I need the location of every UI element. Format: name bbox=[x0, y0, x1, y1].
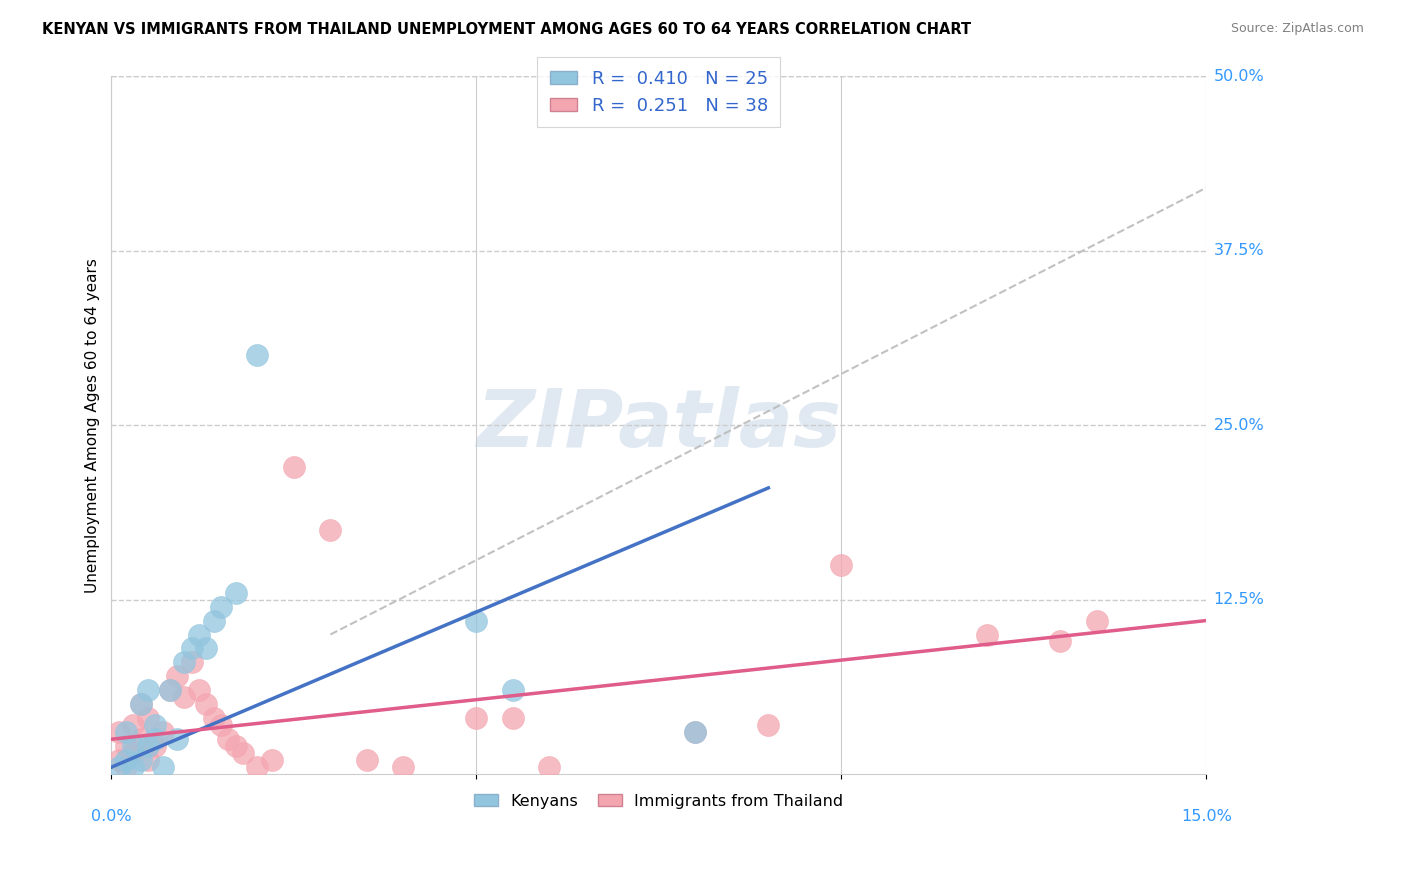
Point bbox=[115, 753, 138, 767]
Point bbox=[195, 641, 218, 656]
Point bbox=[173, 656, 195, 670]
Text: 37.5%: 37.5% bbox=[1213, 243, 1264, 258]
Point bbox=[502, 711, 524, 725]
Point bbox=[465, 711, 488, 725]
Point bbox=[136, 739, 159, 754]
Point bbox=[159, 683, 181, 698]
Point bbox=[136, 683, 159, 698]
Point bbox=[685, 725, 707, 739]
Point bbox=[166, 669, 188, 683]
Text: 50.0%: 50.0% bbox=[1213, 69, 1264, 84]
Point bbox=[976, 627, 998, 641]
Point bbox=[246, 348, 269, 362]
Point bbox=[232, 746, 254, 760]
Text: 0.0%: 0.0% bbox=[91, 809, 132, 824]
Point bbox=[122, 760, 145, 774]
Text: KENYAN VS IMMIGRANTS FROM THAILAND UNEMPLOYMENT AMONG AGES 60 TO 64 YEARS CORREL: KENYAN VS IMMIGRANTS FROM THAILAND UNEMP… bbox=[42, 22, 972, 37]
Point bbox=[538, 760, 561, 774]
Point bbox=[283, 460, 305, 475]
Point bbox=[356, 753, 378, 767]
Point bbox=[143, 739, 166, 754]
Text: 12.5%: 12.5% bbox=[1213, 592, 1264, 607]
Point bbox=[830, 558, 852, 572]
Point bbox=[159, 683, 181, 698]
Point bbox=[115, 739, 138, 754]
Point bbox=[136, 711, 159, 725]
Point bbox=[756, 718, 779, 732]
Point bbox=[122, 746, 145, 760]
Point bbox=[1085, 614, 1108, 628]
Point bbox=[319, 523, 342, 537]
Y-axis label: Unemployment Among Ages 60 to 64 years: Unemployment Among Ages 60 to 64 years bbox=[86, 258, 100, 592]
Point bbox=[202, 711, 225, 725]
Point bbox=[188, 627, 211, 641]
Point bbox=[209, 718, 232, 732]
Point bbox=[122, 718, 145, 732]
Point bbox=[129, 698, 152, 712]
Point bbox=[166, 732, 188, 747]
Point bbox=[152, 725, 174, 739]
Point bbox=[173, 690, 195, 705]
Text: ZIPatlas: ZIPatlas bbox=[477, 386, 841, 464]
Point bbox=[1049, 634, 1071, 648]
Point bbox=[129, 753, 152, 767]
Point bbox=[224, 739, 246, 754]
Point bbox=[465, 614, 488, 628]
Point bbox=[209, 599, 232, 614]
Point bbox=[107, 725, 129, 739]
Point bbox=[129, 698, 152, 712]
Point bbox=[143, 732, 166, 747]
Text: 25.0%: 25.0% bbox=[1213, 417, 1264, 433]
Text: 15.0%: 15.0% bbox=[1181, 809, 1232, 824]
Point bbox=[180, 656, 202, 670]
Point bbox=[224, 585, 246, 599]
Point bbox=[180, 641, 202, 656]
Point bbox=[107, 753, 129, 767]
Text: Source: ZipAtlas.com: Source: ZipAtlas.com bbox=[1230, 22, 1364, 36]
Point bbox=[122, 739, 145, 754]
Point bbox=[107, 760, 129, 774]
Point bbox=[129, 732, 152, 747]
Point bbox=[143, 718, 166, 732]
Point bbox=[152, 760, 174, 774]
Point bbox=[217, 732, 239, 747]
Point bbox=[115, 725, 138, 739]
Point bbox=[246, 760, 269, 774]
Point bbox=[195, 698, 218, 712]
Legend: Kenyans, Immigrants from Thailand: Kenyans, Immigrants from Thailand bbox=[468, 788, 851, 815]
Point bbox=[202, 614, 225, 628]
Point bbox=[685, 725, 707, 739]
Point bbox=[502, 683, 524, 698]
Point bbox=[115, 760, 138, 774]
Point bbox=[136, 753, 159, 767]
Point bbox=[188, 683, 211, 698]
Point bbox=[392, 760, 415, 774]
Point bbox=[260, 753, 283, 767]
